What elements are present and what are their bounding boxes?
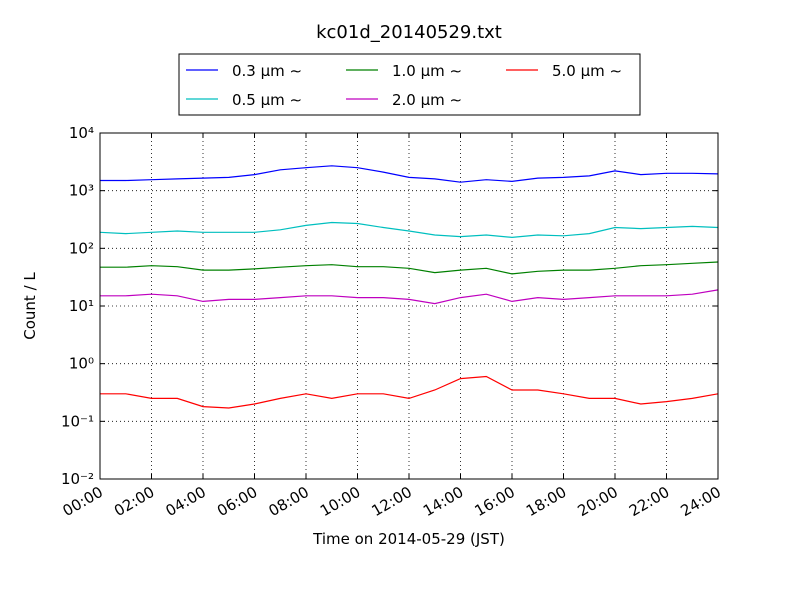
legend-label: 1.0 μm ∼ bbox=[392, 62, 462, 80]
y-tick-label: 10⁻² bbox=[61, 470, 94, 488]
chart-title: kc01d_20140529.txt bbox=[316, 22, 502, 43]
y-tick-label: 10⁰ bbox=[69, 355, 94, 373]
x-axis-label: Time on 2014-05-29 (JST) bbox=[312, 530, 505, 548]
series-line bbox=[100, 261, 719, 275]
y-tick-label: 10² bbox=[69, 239, 94, 257]
legend-label: 5.0 μm ∼ bbox=[552, 62, 622, 80]
y-tick-label: 10¹ bbox=[69, 297, 94, 315]
series-line bbox=[100, 375, 719, 409]
series-line bbox=[100, 289, 719, 305]
series-line bbox=[99, 221, 719, 239]
legend-box bbox=[178, 53, 641, 116]
legend-label: 0.3 μm ∼ bbox=[232, 62, 302, 80]
y-tick-label: 10⁻¹ bbox=[61, 412, 94, 430]
y-tick-label: 10⁴ bbox=[69, 124, 94, 142]
legend-label: 2.0 μm ∼ bbox=[392, 91, 462, 109]
legend-label: 0.5 μm ∼ bbox=[232, 91, 302, 109]
y-tick-label: 10³ bbox=[69, 182, 94, 200]
series-line bbox=[100, 165, 719, 183]
y-axis-label: Count / L bbox=[21, 272, 39, 340]
plot-frame bbox=[99, 132, 719, 480]
